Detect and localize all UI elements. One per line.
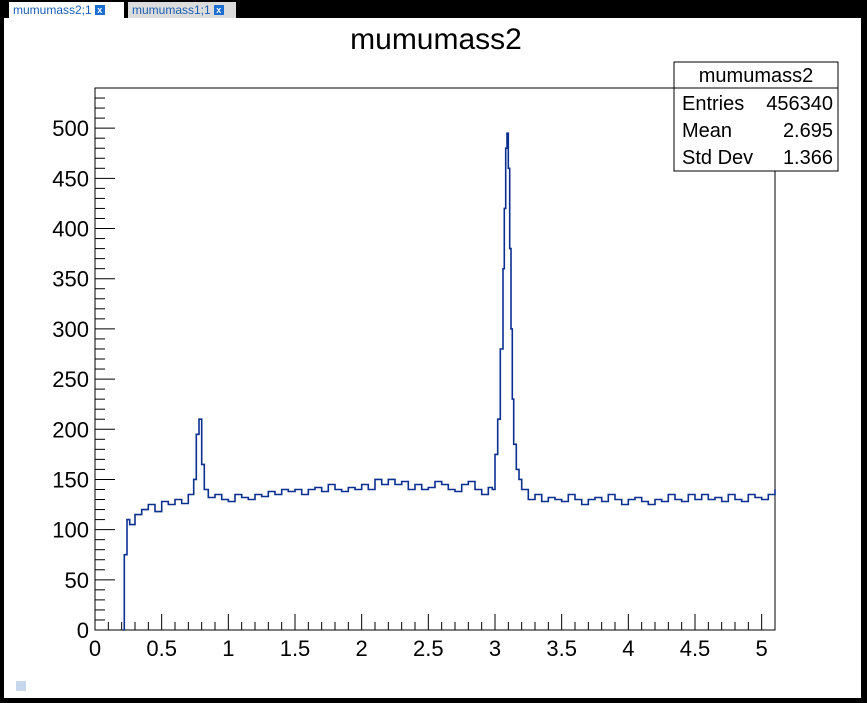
- x-tick-label: 0: [89, 636, 101, 661]
- axis-ticks: [94, 97, 776, 631]
- y-tick-label: 400: [52, 217, 89, 242]
- x-tick-label: 1.5: [280, 636, 311, 661]
- stats-box-frame: [673, 61, 839, 172]
- stats-label-mean: Mean: [682, 120, 732, 142]
- stats-value-stddev: 1.366: [783, 147, 833, 169]
- stats-label-entries: Entries: [682, 93, 744, 115]
- y-tick-label: 350: [52, 267, 89, 292]
- x-tick-label: 4: [622, 636, 634, 661]
- x-tick-label: 2.5: [413, 636, 444, 661]
- x-tick-labels: 0 0.5 1 1.5 2 2.5 3 3.5 4 4.5 5: [89, 636, 768, 661]
- stats-value-mean: 2.695: [783, 120, 833, 142]
- x-tick-label: 3: [489, 636, 501, 661]
- y-tick-label: 450: [52, 166, 89, 191]
- close-tab-icon[interactable]: x: [213, 5, 224, 15]
- close-tab-icon[interactable]: x: [94, 5, 105, 15]
- tab-mumumass2[interactable]: mumumass2;1 x: [6, 2, 124, 18]
- tab-label: mumumass2;1: [13, 3, 92, 17]
- y-tick-label: 250: [52, 367, 89, 392]
- x-tick-label: 3.5: [546, 636, 577, 661]
- x-tick-label: 0.5: [146, 636, 177, 661]
- x-tick-label: 1: [222, 636, 234, 661]
- tab-mumumass1[interactable]: mumumass1;1 x: [128, 2, 236, 18]
- series-group: [123, 132, 776, 631]
- plot-frame: [94, 87, 776, 631]
- y-tick-label: 150: [52, 467, 89, 492]
- series-line: [123, 132, 776, 631]
- y-tick-label: 50: [65, 568, 89, 593]
- y-tick-label: 100: [52, 518, 89, 543]
- tab-label: mumumass1;1: [132, 3, 211, 17]
- y-tick-label: 300: [52, 317, 89, 342]
- x-tick-label: 2: [356, 636, 368, 661]
- stats-box: mumumass2 Entries 456340 Mean 2.695 Std …: [673, 61, 839, 172]
- histogram-plot: mumumass2 0 0.5 1 1.5 2 2.5 3 3.5 4 4.5 5 0 50 100 15…: [52, 23, 839, 661]
- stats-title: mumumass2: [699, 65, 813, 87]
- tab-bar: mumumass2;1 x mumumass1;1 x: [0, 0, 867, 18]
- y-tick-label: 0: [77, 618, 89, 643]
- x-tick-label: 5: [756, 636, 768, 661]
- x-tick-label: 4.5: [680, 636, 711, 661]
- y-tick-label: 500: [52, 116, 89, 141]
- canvas-corner-marker: [16, 681, 26, 691]
- y-tick-label: 200: [52, 417, 89, 442]
- stats-value-entries: 456340: [766, 93, 833, 115]
- y-tick-labels: 0 50 100 150 200 250 300 350 400 450 500: [52, 116, 89, 643]
- chart-title: mumumass2: [350, 23, 522, 56]
- plot-canvas: mumumass2 0 0.5 1 1.5 2 2.5 3 3.5 4 4.5 5 0 50 100 15…: [4, 18, 861, 698]
- stats-label-stddev: Std Dev: [682, 147, 753, 169]
